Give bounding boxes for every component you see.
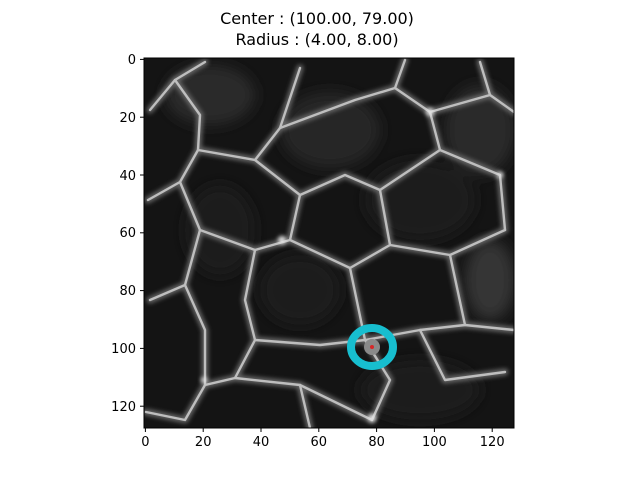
y-tick-label: 20 bbox=[119, 111, 136, 126]
y-tick-label: 60 bbox=[119, 226, 136, 241]
y-tick-label: 40 bbox=[119, 169, 136, 184]
x-axis: 0 20 40 60 80 100 120 bbox=[141, 428, 505, 450]
cell-membranes bbox=[144, 58, 514, 428]
y-tick-label: 0 bbox=[128, 53, 136, 68]
x-tick-label: 20 bbox=[195, 435, 212, 450]
x-tick-label: 0 bbox=[141, 435, 149, 450]
x-tick-label: 60 bbox=[311, 435, 328, 450]
y-tick-label: 80 bbox=[119, 284, 136, 299]
x-tick-label: 40 bbox=[253, 435, 270, 450]
x-tick-label: 100 bbox=[422, 435, 447, 450]
microscopy-image bbox=[144, 58, 514, 428]
y-tick-label: 100 bbox=[111, 342, 136, 357]
plot-title-line-2: Radius : (4.00, 8.00) bbox=[235, 30, 398, 49]
x-tick-label: 120 bbox=[480, 435, 505, 450]
membrane-junction-highlights bbox=[201, 108, 503, 422]
selection-ring bbox=[347, 324, 397, 370]
y-axis: 0 20 40 60 80 100 120 bbox=[111, 53, 144, 415]
selection-marker bbox=[347, 324, 397, 370]
selection-center-dot bbox=[370, 345, 374, 349]
axes-frame bbox=[143, 57, 515, 429]
cell-interior-glow bbox=[165, 65, 514, 420]
x-tick-label: 80 bbox=[368, 435, 385, 450]
y-tick-label: 120 bbox=[111, 400, 136, 415]
plot-title-line-1: Center : (100.00, 79.00) bbox=[220, 9, 414, 28]
image-axes: 0 20 40 60 80 100 120 0 20 40 60 80 100 bbox=[111, 53, 515, 450]
